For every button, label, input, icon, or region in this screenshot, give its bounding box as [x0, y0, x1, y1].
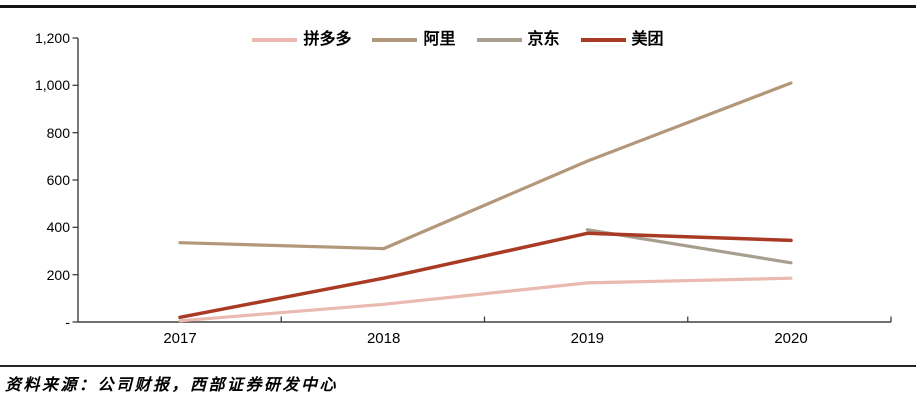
y-tick-label: 200 [46, 266, 70, 283]
axis-tick-marks [72, 37, 892, 323]
top-border-rule [0, 5, 916, 8]
legend-item-pinduoduo: 拼多多 [252, 31, 351, 49]
y-tick-label: 1,200 [34, 30, 70, 46]
legend-label-alibaba: 阿里 [423, 31, 456, 48]
y-tick-label: 600 [46, 172, 70, 188]
y-tick-label: - [65, 314, 70, 330]
y-tick-label: 1,000 [34, 77, 70, 94]
meituan-line-swatch-icon [580, 38, 626, 42]
x-tick-label-2020: 2020 [774, 330, 808, 347]
legend-item-jd: 京东 [476, 31, 560, 49]
pinduoduo-line-swatch-icon [252, 38, 298, 42]
x-tick-label-2018: 2018 [366, 330, 401, 347]
series-line-1 [178, 81, 793, 251]
legend-item-alibaba: 阿里 [372, 31, 456, 49]
legend-label-pinduoduo: 拼多多 [303, 31, 352, 48]
series-lines [178, 81, 793, 323]
footer-divider-rule [0, 365, 916, 367]
series-line-3 [178, 231, 793, 320]
source-note: 资料来源：公司财报，西部证券研发中心 [5, 377, 339, 394]
alibaba-line-swatch-icon [372, 38, 418, 42]
y-tick-label: 800 [46, 124, 70, 141]
legend-item-meituan: 美团 [580, 31, 664, 49]
x-tick-label-2019: 2019 [570, 330, 605, 347]
series-line-0 [178, 276, 793, 323]
legend-label-jd: 京东 [527, 31, 560, 48]
chart-legend: 拼多多 阿里 京东 美团 [0, 31, 916, 49]
x-tick-label-2017: 2017 [163, 330, 197, 347]
chart-plot-area [72, 37, 892, 323]
y-tick-label: 400 [46, 219, 70, 236]
jd-line-swatch-icon [476, 38, 522, 42]
legend-label-meituan: 美团 [631, 31, 664, 48]
